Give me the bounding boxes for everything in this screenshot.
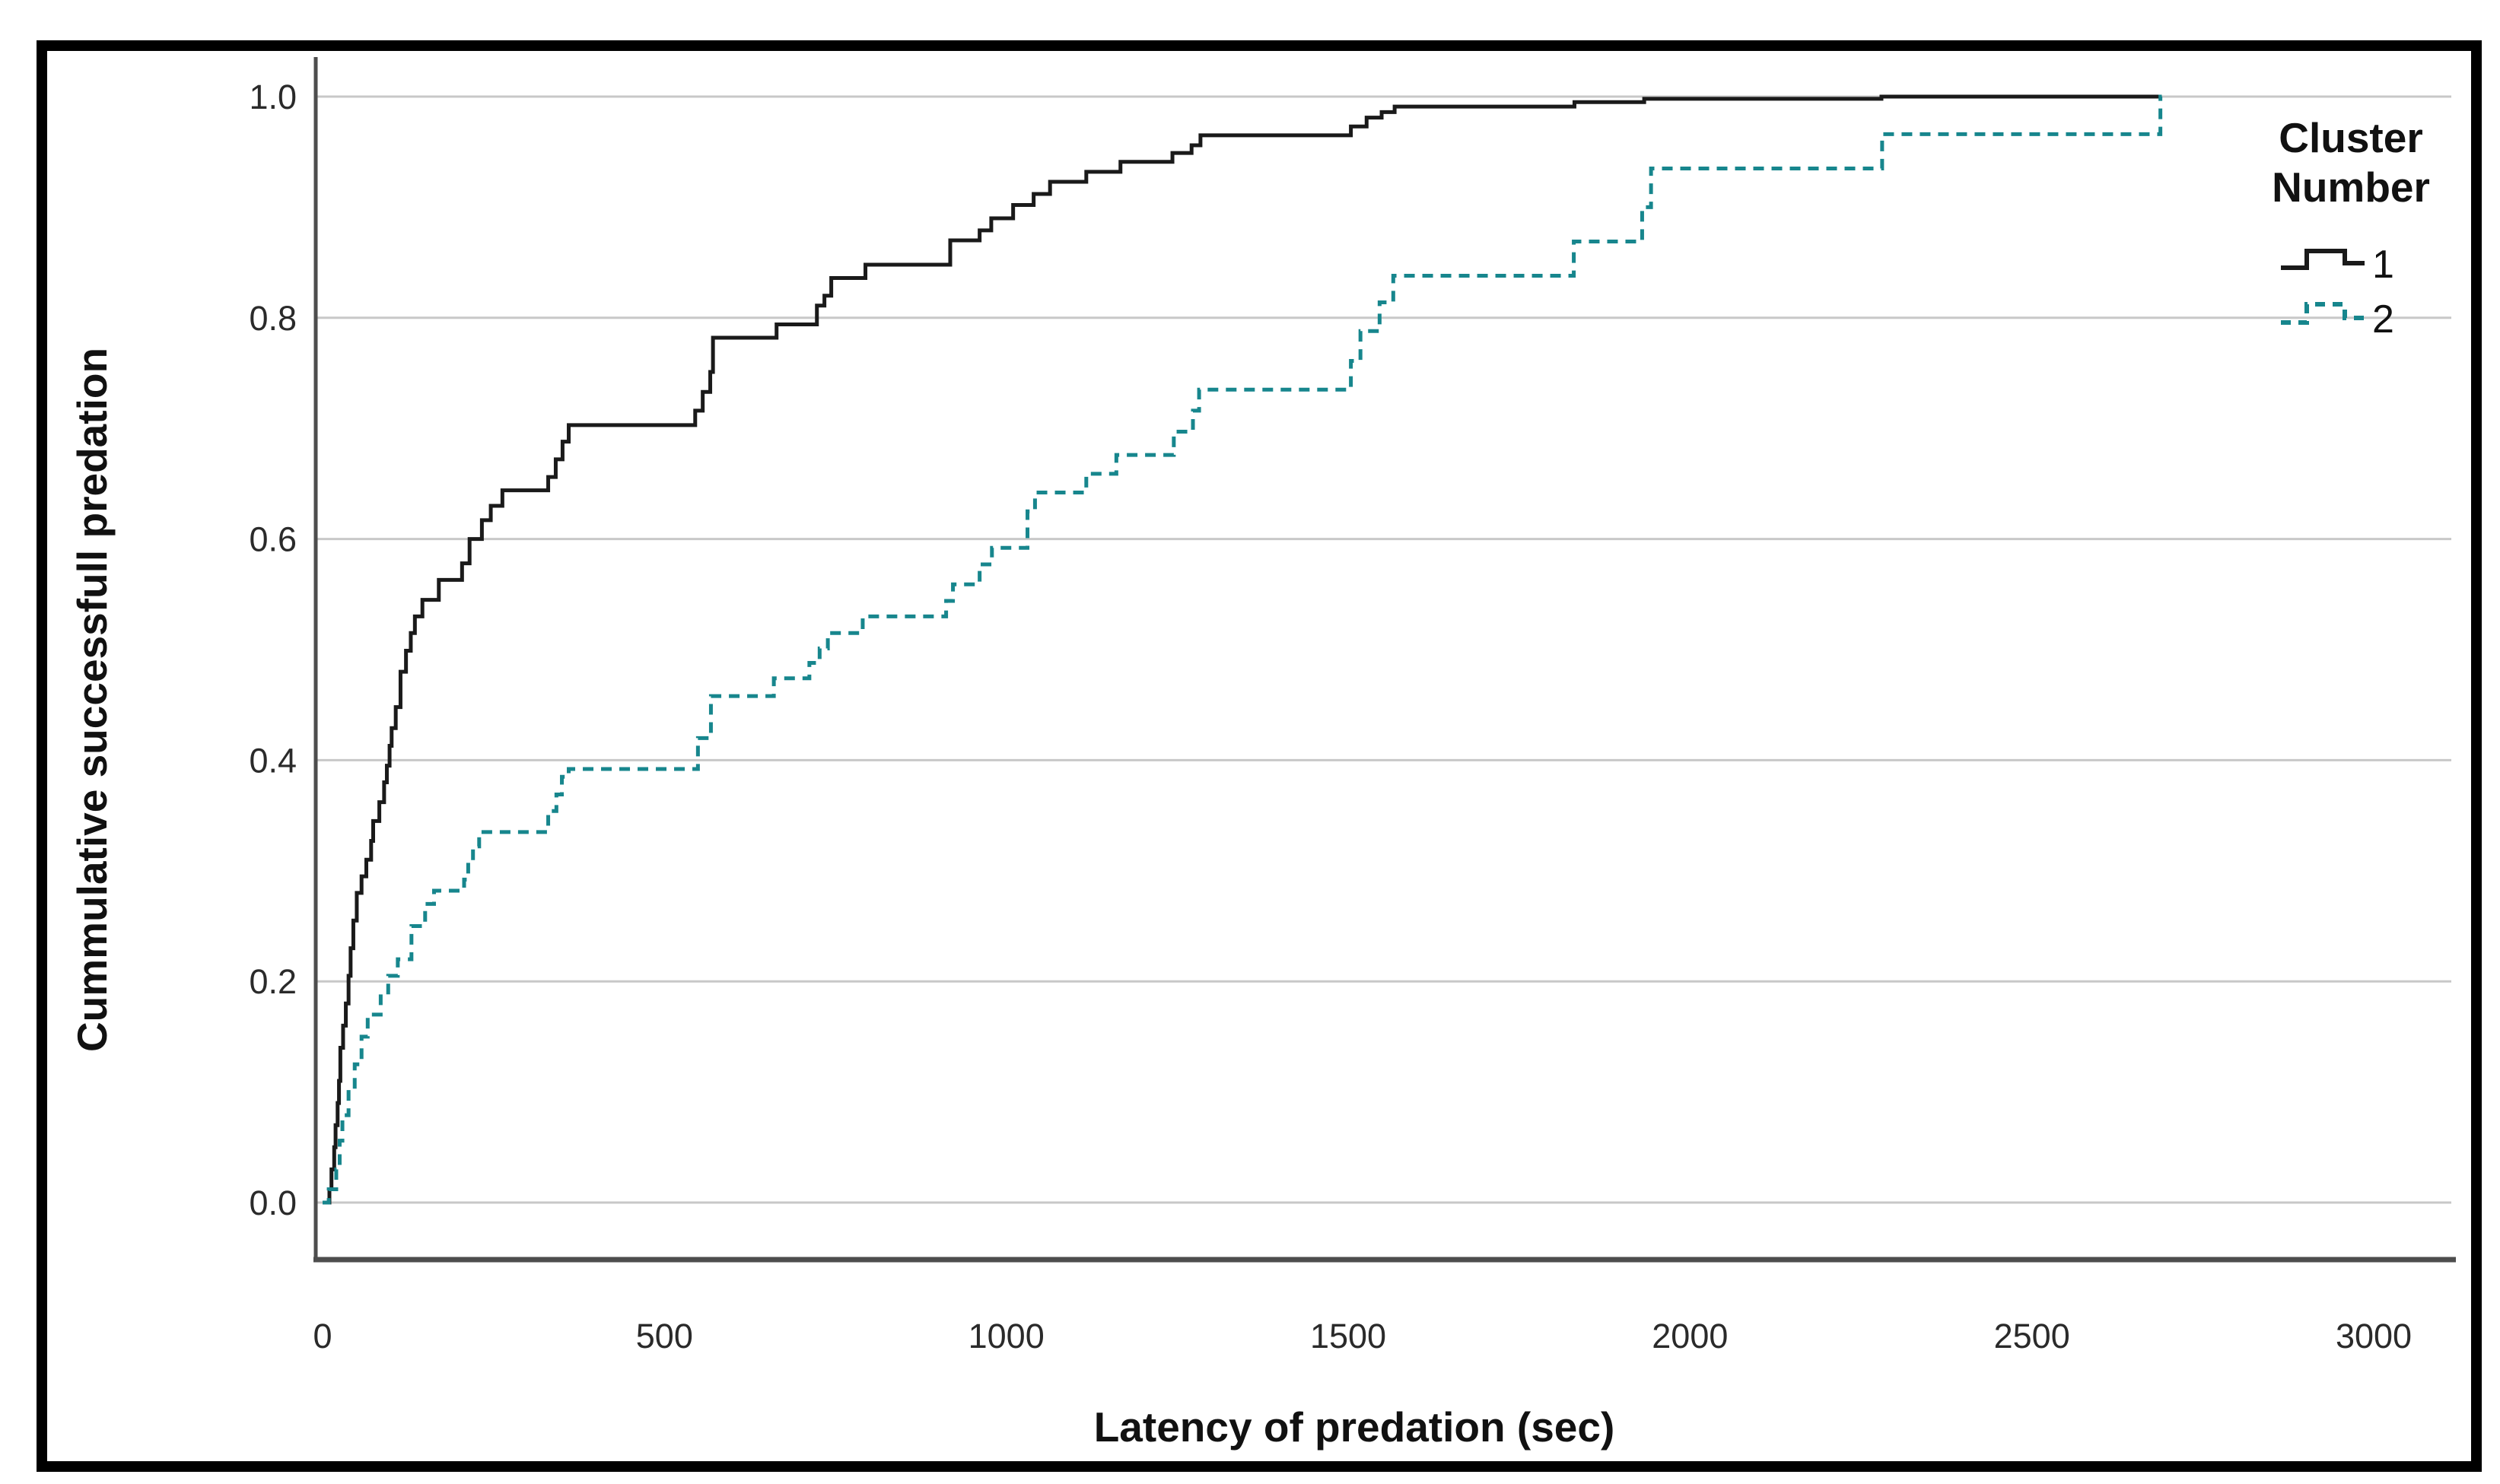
- y-axis-title: Cummulative successfull predation: [68, 348, 116, 1052]
- legend-label-cluster1: 1: [2372, 243, 2394, 287]
- x-tick-label: 3000: [2336, 1317, 2412, 1355]
- y-tick-label: 1.0: [249, 78, 297, 116]
- figure-border: [37, 40, 2482, 1472]
- y-tick-label: 0.0: [249, 1184, 297, 1222]
- x-tick-label: 500: [636, 1317, 693, 1355]
- legend: Cluster Number 1 2: [2272, 114, 2430, 342]
- x-tick-label: 2500: [1994, 1317, 2070, 1355]
- x-tick-labels: 0 500 1000 1500 2000 2500 3000: [313, 1317, 2412, 1355]
- x-tick-label: 1000: [969, 1317, 1045, 1355]
- y-tick-labels: 0.0 0.2 0.4 0.6 0.8 1.0: [249, 78, 297, 1222]
- series-line-cluster-1: [323, 94, 2162, 1205]
- legend-symbol-cluster1: [2281, 249, 2365, 270]
- legend-symbol-cluster2: [2281, 302, 2365, 325]
- x-tick-label: 0: [313, 1317, 332, 1355]
- y-tick-label: 0.4: [249, 741, 297, 780]
- legend-title-line2: Number: [2272, 164, 2430, 211]
- legend-title-line1: Cluster: [2279, 114, 2423, 161]
- x-tick-label: 2000: [1652, 1317, 1728, 1355]
- y-tick-label: 0.8: [249, 299, 297, 338]
- x-axis-title: Latency of predation (sec): [1094, 1403, 1615, 1451]
- series-line-cluster-2: [323, 94, 2163, 1205]
- x-tick-label: 1500: [1310, 1317, 1386, 1355]
- legend-label-cluster2: 2: [2372, 297, 2394, 342]
- y-tick-label: 0.6: [249, 520, 297, 559]
- data-series: [323, 94, 2163, 1205]
- gridlines: [316, 95, 2451, 1204]
- y-tick-label: 0.2: [249, 962, 297, 1001]
